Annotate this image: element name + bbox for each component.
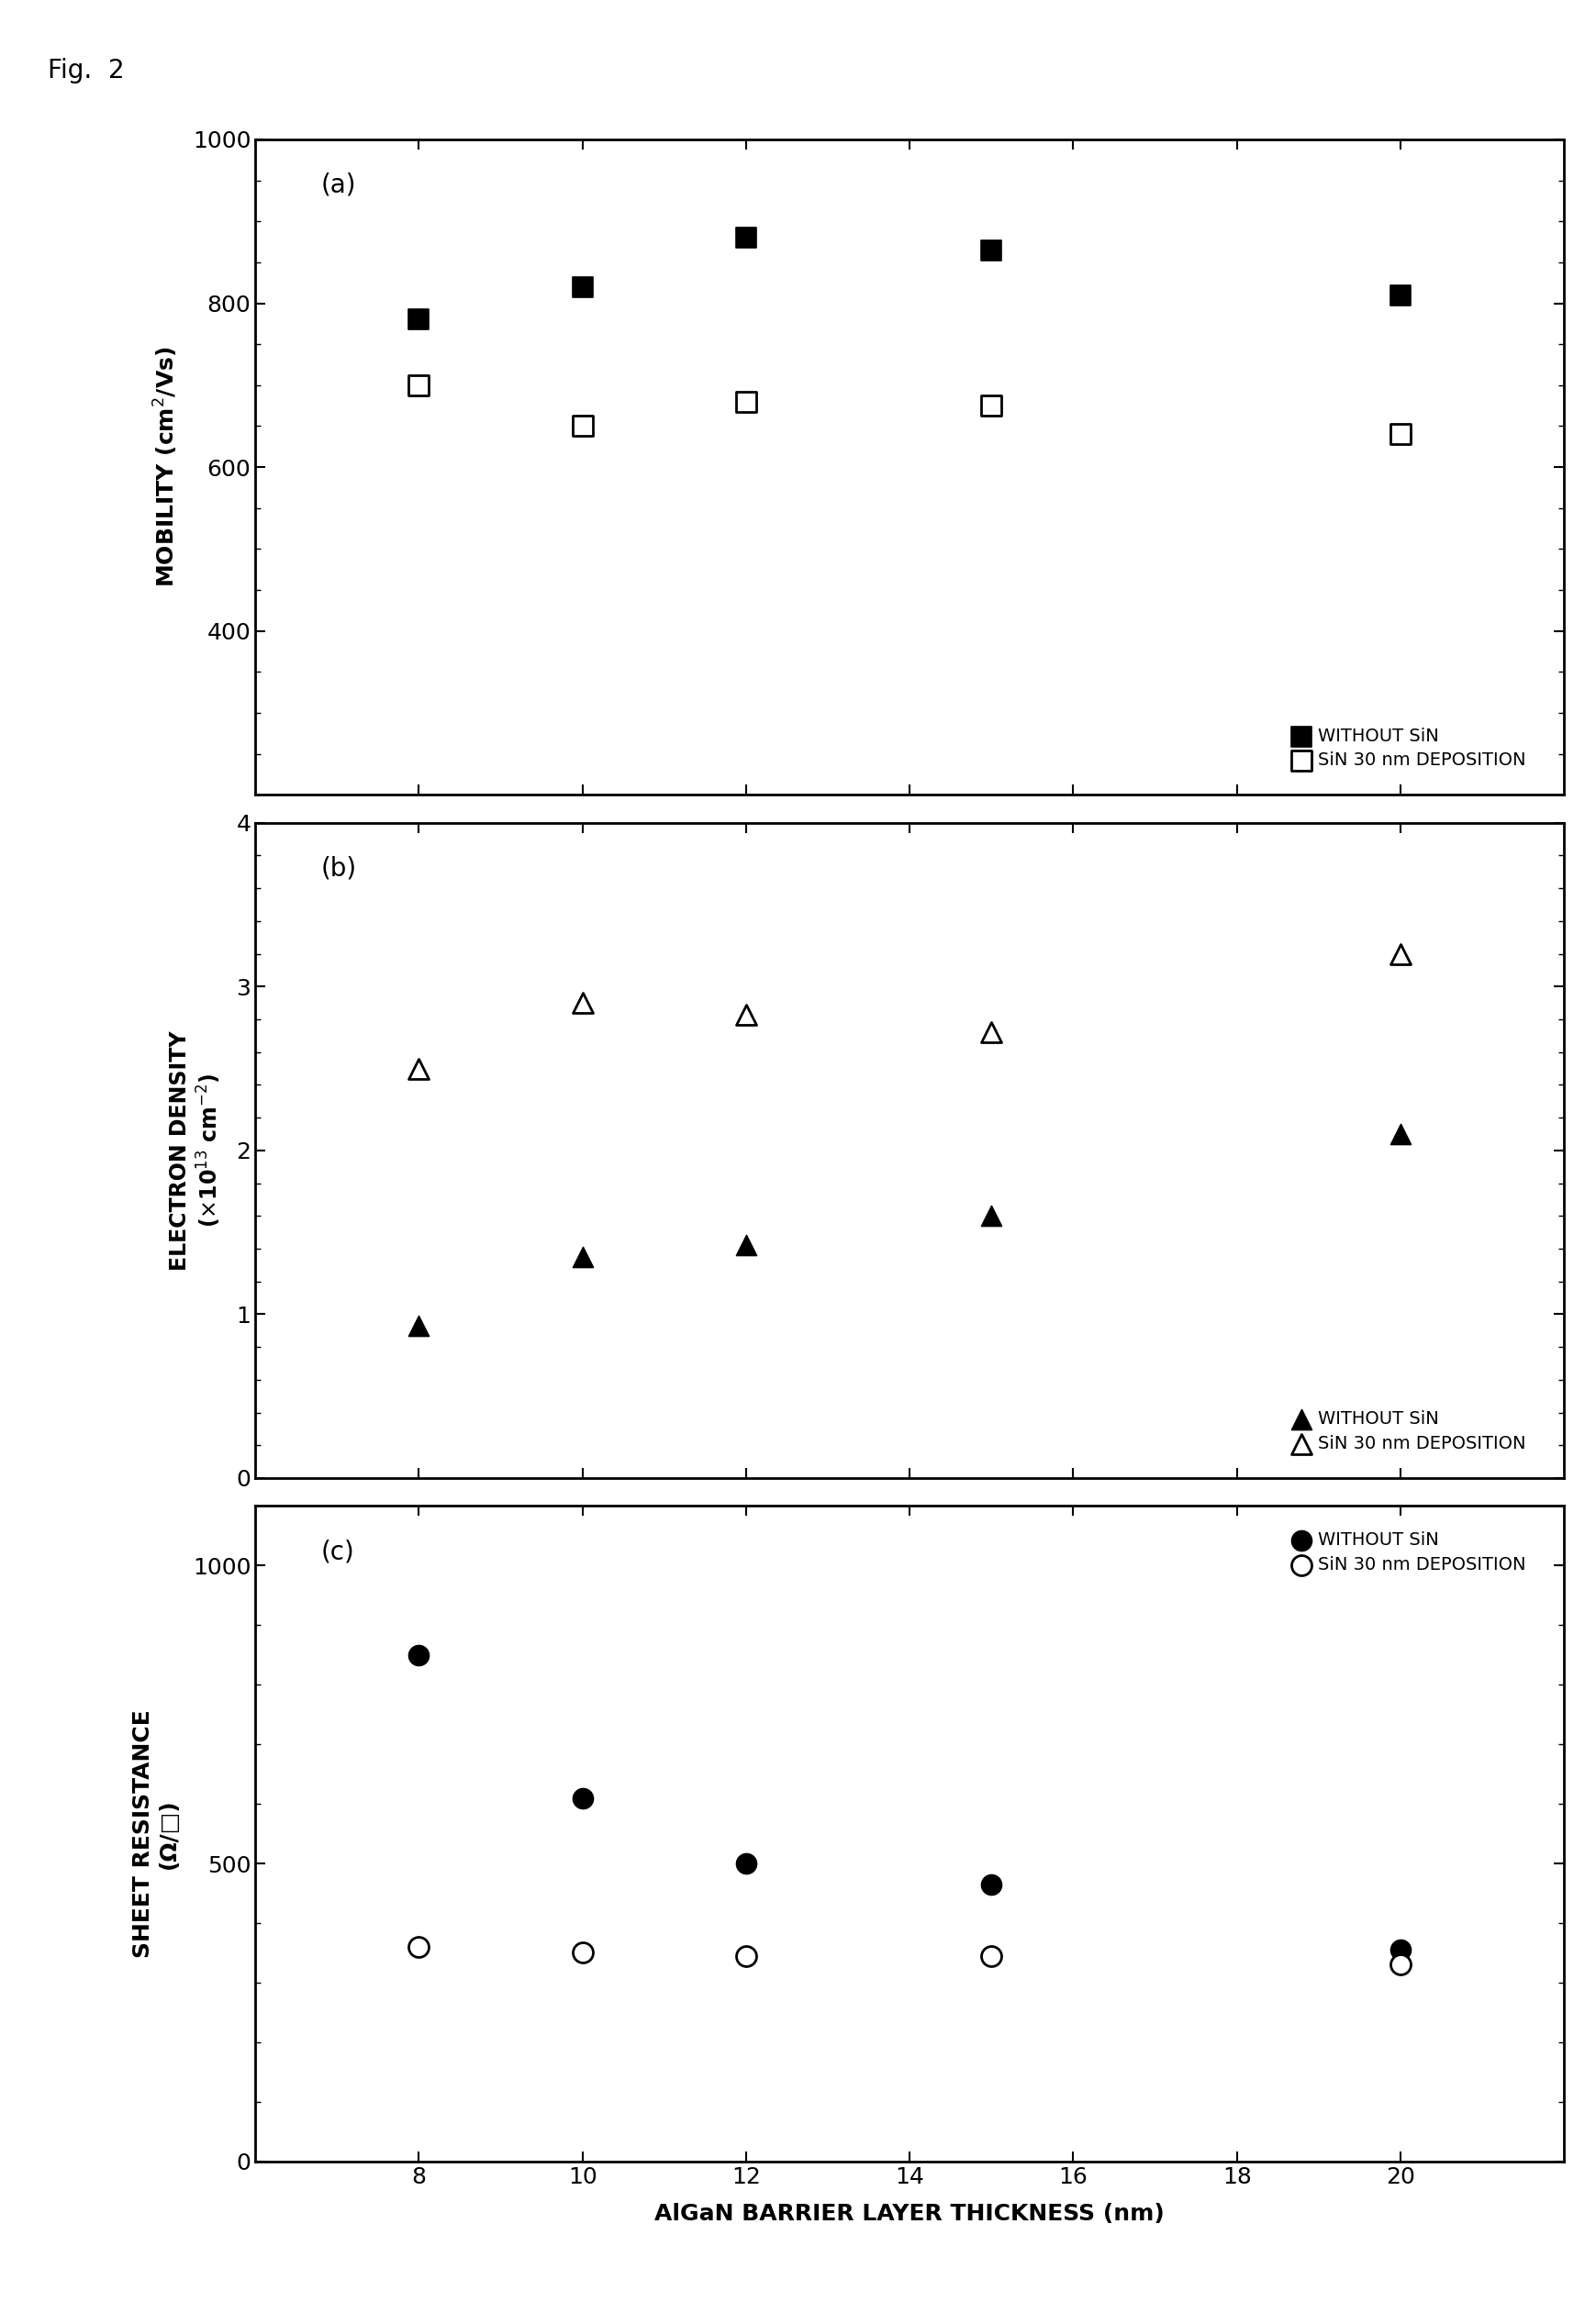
WITHOUT SiN [570,1239,595,1276]
SiN 30 nm DEPOSITION [570,1934,595,1971]
WITHOUT SiN [978,1866,1004,1903]
WITHOUT SiN [405,302,431,339]
WITHOUT SiN [734,1227,760,1264]
Text: (a): (a) [321,172,356,198]
Text: (c): (c) [321,1538,354,1564]
WITHOUT SiN [1387,1116,1414,1153]
SiN 30 nm DEPOSITION [405,1050,431,1088]
SiN 30 nm DEPOSITION [1387,416,1414,453]
WITHOUT SiN [978,232,1004,270]
SiN 30 nm DEPOSITION [734,995,760,1032]
WITHOUT SiN [570,1780,595,1817]
SiN 30 nm DEPOSITION [978,1013,1004,1050]
SiN 30 nm DEPOSITION [405,367,431,404]
SiN 30 nm DEPOSITION [570,985,595,1023]
Legend: WITHOUT SiN, SiN 30 nm DEPOSITION: WITHOUT SiN, SiN 30 nm DEPOSITION [1291,1527,1529,1578]
Y-axis label: ELECTRON DENSITY
($\times$10$^{13}$ cm$^{-2}$): ELECTRON DENSITY ($\times$10$^{13}$ cm$^… [169,1030,223,1271]
SiN 30 nm DEPOSITION [978,1938,1004,1975]
SiN 30 nm DEPOSITION [1387,934,1414,971]
WITHOUT SiN [734,1845,760,1882]
Text: (b): (b) [321,855,356,881]
WITHOUT SiN [405,1306,431,1343]
SiN 30 nm DEPOSITION [1387,1945,1414,1982]
Y-axis label: MOBILITY (cm$^2$/Vs): MOBILITY (cm$^2$/Vs) [152,346,180,588]
SiN 30 nm DEPOSITION [734,383,760,421]
Y-axis label: SHEET RESISTANCE
(Ω/□): SHEET RESISTANCE (Ω/□) [132,1710,180,1957]
WITHOUT SiN [405,1636,431,1673]
WITHOUT SiN [570,267,595,304]
WITHOUT SiN [978,1197,1004,1234]
SiN 30 nm DEPOSITION [734,1938,760,1975]
Legend: WITHOUT SiN, SiN 30 nm DEPOSITION: WITHOUT SiN, SiN 30 nm DEPOSITION [1291,1406,1529,1457]
WITHOUT SiN [1387,1931,1414,1968]
SiN 30 nm DEPOSITION [405,1929,431,1966]
Text: Fig.  2: Fig. 2 [48,58,124,84]
Legend: WITHOUT SiN, SiN 30 nm DEPOSITION: WITHOUT SiN, SiN 30 nm DEPOSITION [1291,723,1529,774]
SiN 30 nm DEPOSITION [978,388,1004,425]
SiN 30 nm DEPOSITION [570,407,595,444]
X-axis label: AlGaN BARRIER LAYER THICKNESS (nm): AlGaN BARRIER LAYER THICKNESS (nm) [654,2203,1165,2224]
WITHOUT SiN [734,218,760,256]
WITHOUT SiN [1387,277,1414,314]
